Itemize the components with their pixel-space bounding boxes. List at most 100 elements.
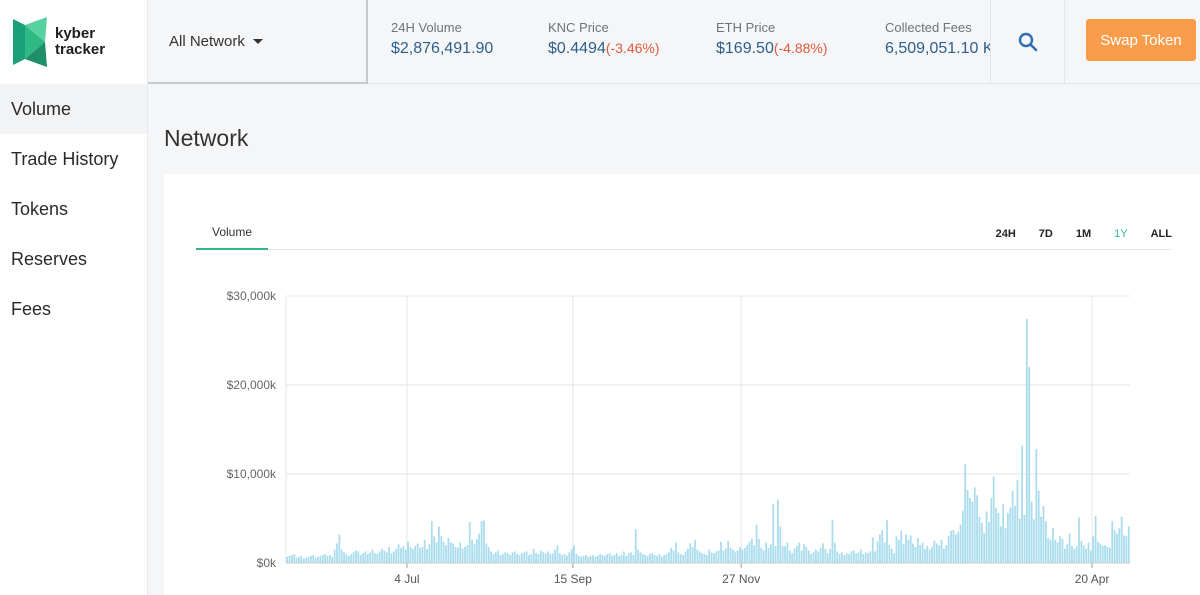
volume-bar	[371, 549, 374, 563]
volume-bar	[1120, 516, 1123, 563]
range-all[interactable]: ALL	[1150, 228, 1172, 240]
network-select[interactable]: All Network	[148, 0, 368, 84]
volume-bar	[829, 548, 831, 563]
volume-bar	[456, 547, 459, 563]
volume-bar	[509, 554, 511, 563]
range-1y[interactable]: 1Y	[1114, 228, 1128, 240]
range-24h[interactable]: 24H	[995, 228, 1016, 240]
volume-bar	[914, 546, 917, 563]
volume-bar	[404, 549, 407, 563]
stat-collected-fees: Collected Fees 6,509,051.10 KNC	[885, 20, 990, 58]
volume-bar	[490, 551, 492, 563]
volume-bar	[298, 556, 300, 563]
volume-bar	[691, 546, 694, 563]
volume-bar	[1033, 519, 1035, 563]
volume-bar	[957, 531, 960, 563]
volume-bar	[646, 555, 649, 563]
sidebar-item-fees[interactable]: Fees	[11, 298, 52, 319]
logo-line-2: tracker	[55, 41, 106, 58]
volume-bar	[352, 552, 355, 563]
stat-value: 6,509,051.10 KNC	[885, 40, 990, 57]
volume-bar	[558, 553, 561, 563]
volume-bar	[473, 544, 476, 563]
volume-bar	[378, 551, 381, 563]
volume-bar	[893, 553, 895, 563]
volume-bar	[831, 520, 834, 563]
volume-bar	[734, 552, 737, 563]
volume-bar	[319, 555, 322, 563]
volume-bar	[798, 542, 801, 563]
volume-bar	[805, 546, 808, 563]
volume-bar	[293, 554, 296, 563]
page-title: Network	[164, 125, 249, 151]
volume-bar	[1108, 547, 1111, 563]
volume-bar	[1080, 540, 1083, 563]
volume-bar	[355, 550, 357, 563]
volume-bar	[366, 554, 369, 563]
volume-bar	[1085, 548, 1088, 563]
volume-bar	[852, 550, 855, 563]
volume-bar	[644, 554, 647, 563]
volume-bar	[1082, 545, 1085, 563]
volume-bar	[841, 552, 843, 563]
volume-bar	[767, 547, 770, 563]
sidebar-item-volume[interactable]: Volume	[0, 84, 147, 134]
volume-bar	[1092, 536, 1095, 563]
volume-bar	[819, 547, 822, 563]
volume-bar	[779, 526, 782, 563]
volume-bar	[1104, 545, 1106, 563]
sidebar-item-tokens[interactable]: Tokens	[11, 198, 69, 219]
volume-bar	[921, 542, 924, 563]
volume-bar	[1087, 542, 1090, 563]
volume-bar	[824, 548, 827, 563]
volume-bar	[513, 551, 516, 563]
kyber-logo-icon	[13, 17, 47, 67]
sidebar-item-trade-history[interactable]: Trade History	[11, 148, 119, 169]
volume-bar	[686, 548, 689, 563]
volume-bar	[468, 522, 471, 563]
volume-bar	[739, 546, 741, 563]
y-tick-label: $0k	[257, 556, 277, 570]
volume-bar	[784, 546, 786, 563]
volume-bar	[637, 549, 639, 563]
volume-bar	[860, 549, 862, 563]
volume-bar	[667, 552, 670, 563]
volume-bar	[307, 556, 310, 563]
volume-bar	[376, 554, 379, 563]
volume-bar	[689, 543, 692, 563]
volume-bar	[788, 550, 791, 563]
volume-bar	[677, 552, 680, 563]
volume-bar	[992, 476, 995, 563]
volume-bar	[1007, 513, 1009, 563]
volume-bar	[383, 550, 386, 563]
volume-bar	[869, 551, 872, 563]
volume-bar	[521, 553, 523, 563]
volume-bar	[855, 553, 858, 563]
volume-bar	[1035, 449, 1038, 563]
volume-bar	[658, 554, 661, 563]
volume-bar	[442, 541, 445, 563]
volume-bar	[480, 521, 483, 563]
volume-bar	[900, 530, 903, 563]
y-tick-label: $10,000k	[227, 467, 277, 481]
search-button[interactable]	[990, 0, 1065, 84]
swap-token-button[interactable]: Swap Token	[1086, 19, 1196, 61]
volume-bar	[1059, 536, 1061, 563]
volume-bar	[485, 543, 488, 563]
logo[interactable]: kyber tracker	[0, 0, 147, 84]
sidebar-item-reserves[interactable]: Reserves	[11, 248, 88, 269]
stat-change: (-4.88%)	[773, 40, 828, 56]
tab-volume[interactable]: Volume	[196, 218, 268, 250]
volume-bar	[826, 553, 829, 563]
volume-bar	[969, 498, 971, 563]
range-7d[interactable]: 7D	[1038, 228, 1053, 240]
volume-bar	[438, 526, 440, 563]
range-1m[interactable]: 1M	[1075, 228, 1092, 240]
volume-bar	[385, 552, 388, 563]
volume-bar	[1061, 538, 1064, 563]
volume-bar	[933, 540, 936, 563]
volume-bar	[769, 544, 772, 563]
volume-bar	[369, 552, 372, 563]
x-tick-label: 15 Sep	[554, 572, 592, 586]
volume-bar	[1056, 542, 1059, 563]
